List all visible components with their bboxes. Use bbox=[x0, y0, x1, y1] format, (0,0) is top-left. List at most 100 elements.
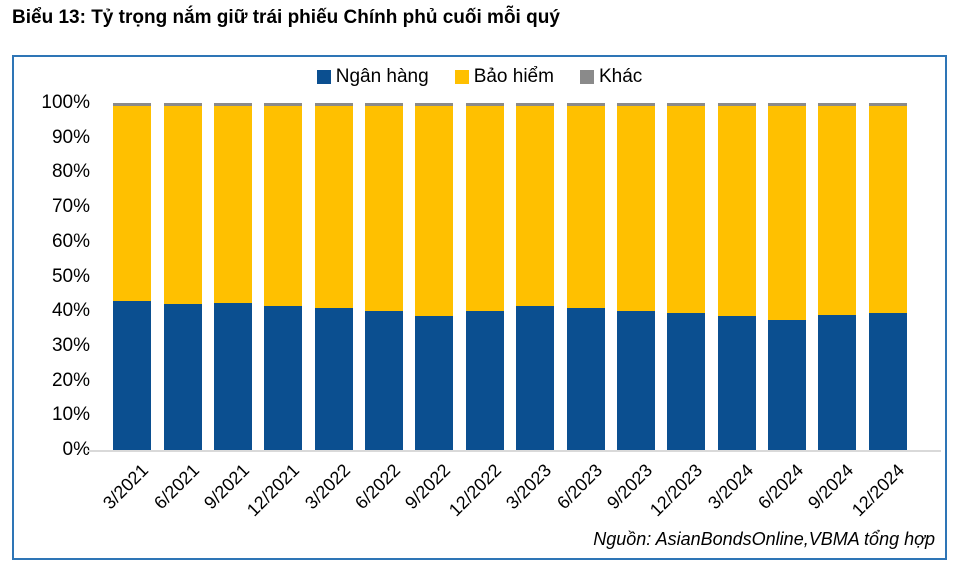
bar-segment-khac bbox=[365, 103, 404, 107]
stacked-bar bbox=[415, 103, 454, 450]
y-axis-tick-label: 20% bbox=[51, 369, 90, 391]
bar-segment-bao-hiem bbox=[768, 106, 807, 320]
bar-column bbox=[409, 103, 459, 450]
bar-column bbox=[107, 103, 157, 450]
bar-segment-khac bbox=[213, 103, 252, 107]
legend-label: Khác bbox=[598, 66, 643, 87]
bar-segment-ngan-hang bbox=[113, 300, 152, 450]
y-axis-tick-label: 50% bbox=[51, 265, 90, 287]
bar-segment-ngan-hang bbox=[566, 307, 605, 450]
bar-segment-bao-hiem bbox=[717, 106, 756, 317]
legend-item-khac: Khác bbox=[579, 66, 643, 88]
bar-segment-bao-hiem bbox=[163, 106, 202, 305]
bar-column bbox=[208, 103, 258, 450]
legend-label: Ngân hàng bbox=[335, 66, 429, 87]
stacked-bar bbox=[365, 103, 404, 450]
bar-segment-khac bbox=[717, 103, 756, 107]
bar-segment-bao-hiem bbox=[113, 106, 152, 301]
stacked-bar bbox=[465, 103, 504, 450]
bar-segment-khac bbox=[768, 103, 807, 107]
bar-segment-khac bbox=[566, 103, 605, 107]
bar-segment-khac bbox=[113, 103, 152, 107]
bar-segment-bao-hiem bbox=[667, 106, 706, 313]
bar-segment-bao-hiem bbox=[516, 106, 555, 306]
stacked-bar bbox=[768, 103, 807, 450]
bar-segment-ngan-hang bbox=[717, 316, 756, 450]
bar-column bbox=[712, 103, 762, 450]
bar-column bbox=[560, 103, 610, 450]
bar-segment-khac bbox=[616, 103, 655, 107]
bar-segment-bao-hiem bbox=[213, 106, 252, 303]
bar-segment-khac bbox=[516, 103, 555, 107]
y-axis-tick-label: 40% bbox=[51, 300, 90, 322]
other-color-swatch-icon bbox=[579, 70, 594, 84]
y-axis-tick-label: 0% bbox=[62, 439, 90, 460]
y-axis-tick-label: 30% bbox=[51, 334, 90, 356]
bar-segment-bao-hiem bbox=[465, 106, 504, 312]
stacked-bar bbox=[616, 103, 655, 450]
bar-segment-khac bbox=[314, 103, 353, 107]
stacked-bar bbox=[163, 103, 202, 450]
bar-series-container bbox=[107, 103, 913, 450]
bar-segment-ngan-hang bbox=[667, 312, 706, 450]
y-axis-tick-label: 70% bbox=[51, 196, 90, 218]
bar-column bbox=[762, 103, 812, 450]
bar-column bbox=[661, 103, 711, 450]
bar-segment-bao-hiem bbox=[415, 106, 454, 317]
bar-column bbox=[157, 103, 207, 450]
y-axis-tick-label: 60% bbox=[51, 230, 90, 252]
stacked-bar bbox=[113, 103, 152, 450]
bar-segment-khac bbox=[667, 103, 706, 107]
stacked-bar bbox=[868, 103, 907, 450]
y-axis-tick-label: 10% bbox=[51, 404, 90, 426]
bar-segment-bao-hiem bbox=[818, 106, 857, 315]
legend-item-ngan-hang: Ngân hàng bbox=[316, 66, 429, 88]
bar-segment-bao-hiem bbox=[365, 106, 404, 312]
y-axis-tick-label: 90% bbox=[51, 126, 90, 148]
source-note: Nguồn: AsianBondsOnline,VBMA tổng hợp bbox=[593, 529, 935, 549]
x-axis-line bbox=[88, 450, 941, 452]
bar-segment-ngan-hang bbox=[868, 312, 907, 450]
chart-legend: Ngân hàng Bảo hiểm Khác bbox=[14, 65, 945, 89]
stacked-bar bbox=[667, 103, 706, 450]
bar-segment-khac bbox=[868, 103, 907, 107]
bar-segment-khac bbox=[818, 103, 857, 107]
bar-segment-ngan-hang bbox=[516, 306, 555, 450]
bar-column bbox=[309, 103, 359, 450]
bar-segment-ngan-hang bbox=[163, 304, 202, 450]
bar-column bbox=[460, 103, 510, 450]
bank-color-swatch-icon bbox=[316, 70, 331, 84]
plot-area bbox=[107, 103, 913, 450]
bar-segment-ngan-hang bbox=[264, 306, 303, 450]
legend-item-bao-hiem: Bảo hiểm bbox=[454, 66, 554, 88]
bar-column bbox=[863, 103, 913, 450]
bar-column bbox=[359, 103, 409, 450]
bar-segment-ngan-hang bbox=[415, 316, 454, 450]
stacked-bar bbox=[213, 103, 252, 450]
stacked-bar bbox=[566, 103, 605, 450]
bar-segment-ngan-hang bbox=[314, 307, 353, 450]
bar-segment-bao-hiem bbox=[264, 106, 303, 306]
page-title: Biểu 13: Tỷ trọng nắm giữ trái phiếu Chí… bbox=[12, 7, 560, 28]
bar-segment-khac bbox=[415, 103, 454, 107]
bar-segment-khac bbox=[163, 103, 202, 107]
bar-column bbox=[510, 103, 560, 450]
bar-segment-bao-hiem bbox=[868, 106, 907, 313]
stacked-bar bbox=[264, 103, 303, 450]
bar-segment-khac bbox=[465, 103, 504, 107]
insurance-color-swatch-icon bbox=[454, 70, 469, 84]
stacked-bar bbox=[314, 103, 353, 450]
bar-segment-ngan-hang bbox=[465, 311, 504, 450]
bar-column bbox=[258, 103, 308, 450]
bar-segment-ngan-hang bbox=[616, 311, 655, 450]
stacked-bar bbox=[516, 103, 555, 450]
bar-segment-ngan-hang bbox=[365, 311, 404, 450]
bar-column bbox=[812, 103, 862, 450]
stacked-bar bbox=[717, 103, 756, 450]
bar-segment-ngan-hang bbox=[213, 302, 252, 450]
bar-segment-ngan-hang bbox=[768, 319, 807, 450]
bar-segment-bao-hiem bbox=[616, 106, 655, 312]
y-axis-tick-label: 100% bbox=[41, 92, 90, 113]
bar-column bbox=[611, 103, 661, 450]
bar-segment-bao-hiem bbox=[566, 106, 605, 308]
